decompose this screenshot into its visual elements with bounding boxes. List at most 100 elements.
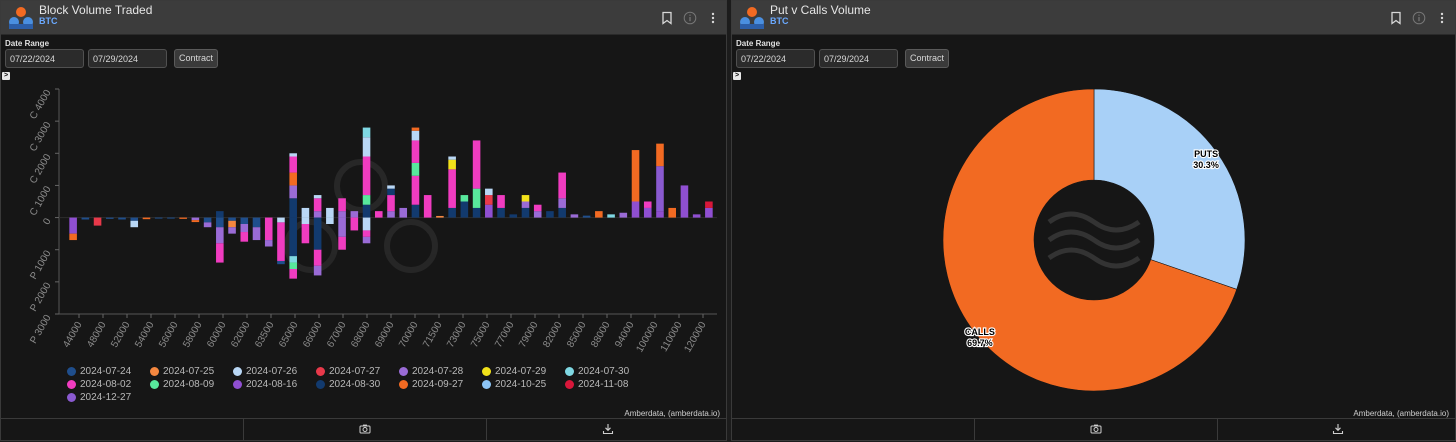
more-vertical-icon[interactable] (1435, 11, 1449, 25)
screenshot-button[interactable] (975, 419, 1218, 440)
legend-item[interactable]: 2024-07-24 (67, 365, 131, 378)
legend-swatch (233, 367, 242, 376)
date-to-input[interactable] (88, 49, 167, 68)
expand-toggle-button[interactable]: > (733, 72, 741, 80)
bar-segment-call (289, 185, 297, 199)
panel-header: Put v Calls Volume BTC (732, 1, 1455, 35)
x-tick-label: 63500 (253, 320, 277, 350)
legend-label: 2024-07-24 (80, 366, 132, 377)
x-tick-label: 44000 (61, 320, 85, 350)
legend-item[interactable]: 2024-11-08 (565, 378, 628, 391)
bar-segment-put (277, 217, 285, 223)
legend-item[interactable]: 2024-07-27 (316, 365, 380, 378)
legend-item[interactable]: 2024-07-25 (150, 365, 214, 378)
bar-segment-put (228, 220, 236, 228)
legend-item[interactable]: 2024-08-09 (150, 378, 214, 391)
bar-segment-call (643, 201, 652, 208)
legend-label: 2024-08-16 (246, 379, 298, 390)
bar-segment-call (509, 214, 518, 218)
bar-segment-call (362, 204, 371, 218)
bar-segment-put (81, 217, 90, 220)
screenshot-button[interactable] (244, 419, 487, 440)
expand-toggle-button[interactable]: > (2, 72, 10, 80)
bar-segment-put (252, 217, 261, 228)
bar-segment-put (228, 217, 236, 221)
bar-segment-call (558, 198, 566, 208)
bar-segment-call (521, 207, 530, 218)
info-icon[interactable] (683, 11, 697, 25)
date-from-input[interactable] (5, 49, 84, 68)
bar-segment-call (387, 185, 395, 189)
bar-segment-put (179, 217, 187, 219)
bar-segment-call (533, 204, 542, 212)
bar-segment-put (264, 240, 273, 247)
bar-segment-put (289, 269, 297, 279)
bar-segment-call (448, 159, 456, 170)
x-tick-label: 94000 (613, 320, 637, 350)
date-from-input[interactable] (736, 49, 815, 68)
legend-swatch (67, 367, 76, 376)
bar-segment-call (668, 207, 676, 218)
legend-item[interactable]: 2024-09-27 (399, 378, 463, 391)
legend-item[interactable]: 2024-07-26 (233, 365, 297, 378)
contract-button[interactable]: Contract (905, 49, 950, 68)
legend-label: 2024-07-28 (412, 366, 464, 377)
legend-swatch (233, 380, 242, 389)
legend-label: 2024-07-25 (163, 366, 215, 377)
panel-subtitle: BTC (39, 16, 58, 26)
bar-segment-call (705, 207, 713, 218)
pie-label-percent: 30.3% (1193, 160, 1219, 170)
panel-footer (1, 418, 726, 440)
date-to-input[interactable] (819, 49, 898, 68)
legend-item[interactable]: 2024-07-28 (399, 365, 463, 378)
panel-title: Block Volume Traded (39, 3, 153, 17)
credit-text: Amberdata, (amberdata.io) (624, 409, 720, 418)
bar-segment-call (411, 162, 420, 176)
amberdata-logo-icon (740, 7, 764, 29)
bar-segment-put (240, 217, 249, 224)
bar-segment-call (656, 143, 664, 167)
bar-segment-call (643, 207, 652, 218)
legend-item[interactable]: 2024-07-30 (565, 365, 629, 378)
legend-swatch (482, 367, 491, 376)
legend-swatch (316, 367, 325, 376)
bar-segment-put (191, 220, 200, 223)
bar-segment-put (313, 217, 322, 250)
footer-cell-empty (732, 419, 975, 440)
legend-swatch (316, 380, 325, 389)
legend-swatch (482, 380, 491, 389)
bar-segment-call (289, 156, 297, 173)
legend-item[interactable]: 2024-10-25 (482, 378, 546, 391)
legend-label: 2024-07-29 (495, 366, 547, 377)
legend-item[interactable]: 2024-08-02 (67, 378, 131, 391)
legend-label: 2024-12-27 (80, 392, 132, 403)
bar-segment-call (423, 195, 432, 218)
legend-item[interactable]: 2024-08-16 (233, 378, 297, 391)
panel-title: Put v Calls Volume (770, 3, 871, 17)
bar-segment-put (216, 243, 224, 263)
bar-segment-call (374, 211, 383, 218)
legend-item[interactable]: 2024-08-30 (316, 378, 380, 391)
bar-segment-call (472, 188, 481, 208)
contract-button[interactable]: Contract (174, 49, 219, 68)
more-vertical-icon[interactable] (706, 11, 720, 25)
legend-item[interactable]: 2024-12-27 (67, 391, 131, 404)
download-button[interactable] (487, 419, 726, 440)
x-tick-label: 66000 (301, 320, 325, 350)
bar-segment-call (289, 153, 297, 157)
legend-label: 2024-08-02 (80, 379, 132, 390)
download-button[interactable] (1218, 419, 1455, 440)
legend-item[interactable]: 2024-07-29 (482, 365, 546, 378)
info-icon[interactable] (1412, 11, 1426, 25)
bar-segment-put (130, 220, 139, 228)
y-tick-label: P 2000 (28, 280, 54, 313)
bar-segment-call (362, 156, 371, 196)
footer-cell-empty (1, 419, 244, 440)
bookmark-icon[interactable] (1389, 11, 1403, 25)
bar-segment-put (69, 233, 77, 241)
x-tick-label: 52000 (109, 320, 133, 350)
bookmark-icon[interactable] (660, 11, 674, 25)
bar-segment-call (705, 201, 713, 208)
bar-segment-put (362, 217, 371, 231)
